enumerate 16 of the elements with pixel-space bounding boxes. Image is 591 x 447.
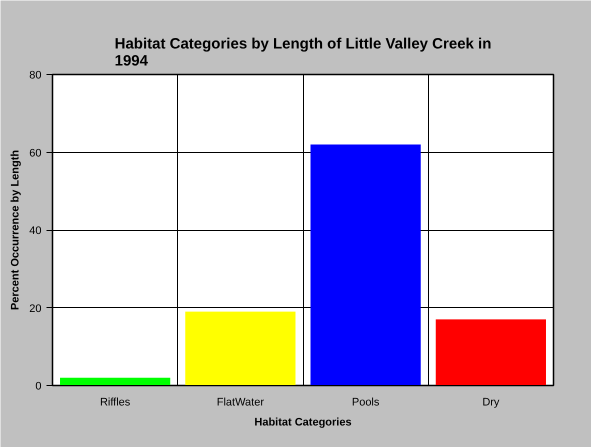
y-tick-label: 60 [29,147,42,160]
x-tick-label: Pools [352,396,380,408]
bar [60,378,170,386]
y-tick-label: 80 [29,70,42,82]
chart-title: Habitat Categories by Length of Little Valley Creek in 1994 [114,36,492,70]
y-axis-title: Percent Occurrence by Length [9,150,22,310]
x-tick-label: Riffles [100,396,131,408]
y-tick-label: 20 [29,302,42,315]
bar [185,312,296,386]
bar [310,144,421,386]
y-tick-label: 40 [29,225,42,237]
x-axis-title: Habitat Categories [254,416,352,428]
bar [436,319,546,386]
x-tick-label: FlatWater [216,396,264,408]
x-tick-label: Dry [482,396,500,408]
y-tick-label: 0 [35,380,42,392]
